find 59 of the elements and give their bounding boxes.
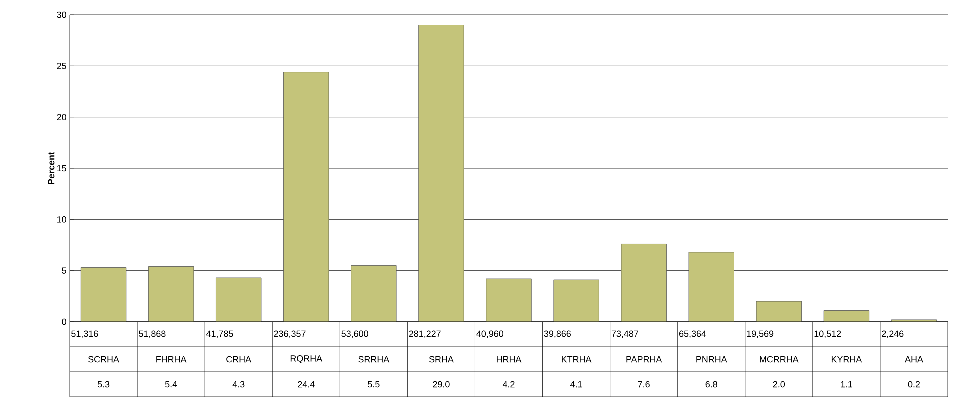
text: 73,487 [612, 330, 638, 338]
bar [148, 266, 194, 322]
text: 65,364 [680, 330, 706, 338]
bar [554, 280, 600, 322]
x-tick-label: KTRHA [562, 356, 592, 363]
x-tick-label: AHA [905, 356, 924, 363]
bar [688, 252, 734, 322]
bar [216, 278, 262, 322]
text: 39,866 [544, 330, 571, 338]
x-tick-label: SRRHA [358, 356, 390, 363]
data-label: 5.5 [368, 381, 380, 388]
x-tick-label: CRHA [226, 356, 252, 363]
data-label: 0.2 [908, 381, 920, 388]
bar [486, 278, 532, 322]
y-tick-label: 5 [62, 268, 66, 274]
text: 281,227 [409, 330, 441, 338]
data-label: 4.2 [502, 381, 515, 388]
data-label: 24.4 [298, 381, 315, 388]
x-tick-label: PNRHA [696, 356, 728, 363]
bar [418, 25, 464, 322]
bar [824, 310, 870, 322]
x-tick-label: PAPRHA [626, 356, 662, 363]
data-label: 6.8 [706, 381, 718, 388]
y-tick-label: 30 [57, 12, 66, 18]
text: 2,246 [882, 330, 904, 338]
text: 53,600 [342, 330, 368, 338]
bar [621, 244, 667, 322]
data-label: 7.6 [638, 381, 650, 388]
text: 236,357 [274, 330, 306, 338]
x-tick-label: FHRHA [156, 356, 187, 363]
y-tick-label: 15 [58, 165, 66, 172]
y-tick-label: 25 [57, 62, 66, 70]
y-axis-title: Percent [48, 152, 55, 184]
text: 51,316 [72, 330, 98, 338]
x-tick-label: KYRHA [832, 356, 862, 363]
text: 40,960 [476, 330, 504, 338]
data-label: 5.4 [165, 381, 178, 388]
data-label: 1.1 [841, 381, 852, 388]
x-tick-label: HRHA [497, 356, 522, 363]
bar [756, 301, 802, 322]
bar [80, 268, 127, 322]
bar [351, 266, 397, 322]
x-tick-label: MCRRHA [760, 356, 799, 363]
bar [284, 72, 330, 322]
y-tick-label: 20 [57, 114, 66, 121]
y-tick-label: 0 [62, 318, 66, 326]
text: 19,569 [747, 330, 774, 338]
data-label: 29.0 [433, 381, 450, 388]
y-tick-label: 10 [58, 216, 66, 223]
x-tick-label: SCRHA [88, 356, 120, 363]
text: 51,868 [139, 330, 166, 338]
text: 41,785 [206, 330, 234, 338]
data-label: 5.3 [98, 381, 110, 388]
text: 10,512 [814, 330, 842, 338]
x-tick-label: RQRHA [290, 356, 323, 364]
data-label: 4.3 [232, 381, 245, 388]
x-tick-label: SRHA [429, 356, 454, 363]
data-label: 2.0 [773, 381, 786, 388]
data-label: 4.1 [570, 381, 582, 388]
